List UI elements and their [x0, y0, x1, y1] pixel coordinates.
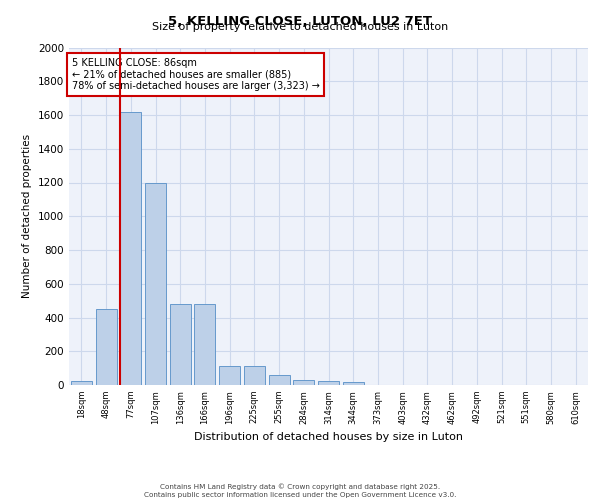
Bar [219, 366, 240, 385]
Bar [120, 112, 141, 385]
Bar [95, 309, 116, 385]
Bar [170, 304, 191, 385]
Bar [145, 182, 166, 385]
Text: 5, KELLING CLOSE, LUTON, LU2 7ET: 5, KELLING CLOSE, LUTON, LU2 7ET [168, 15, 432, 28]
Y-axis label: Number of detached properties: Number of detached properties [22, 134, 32, 298]
Text: 5 KELLING CLOSE: 86sqm
← 21% of detached houses are smaller (885)
78% of semi-de: 5 KELLING CLOSE: 86sqm ← 21% of detached… [71, 58, 319, 91]
Bar [318, 381, 339, 385]
Bar [293, 380, 314, 385]
Bar [244, 366, 265, 385]
Bar [343, 382, 364, 385]
Text: Contains HM Land Registry data © Crown copyright and database right 2025.
Contai: Contains HM Land Registry data © Crown c… [144, 484, 456, 498]
Text: Size of property relative to detached houses in Luton: Size of property relative to detached ho… [152, 22, 448, 32]
Bar [194, 304, 215, 385]
Bar [269, 375, 290, 385]
X-axis label: Distribution of detached houses by size in Luton: Distribution of detached houses by size … [194, 432, 463, 442]
Bar [71, 381, 92, 385]
